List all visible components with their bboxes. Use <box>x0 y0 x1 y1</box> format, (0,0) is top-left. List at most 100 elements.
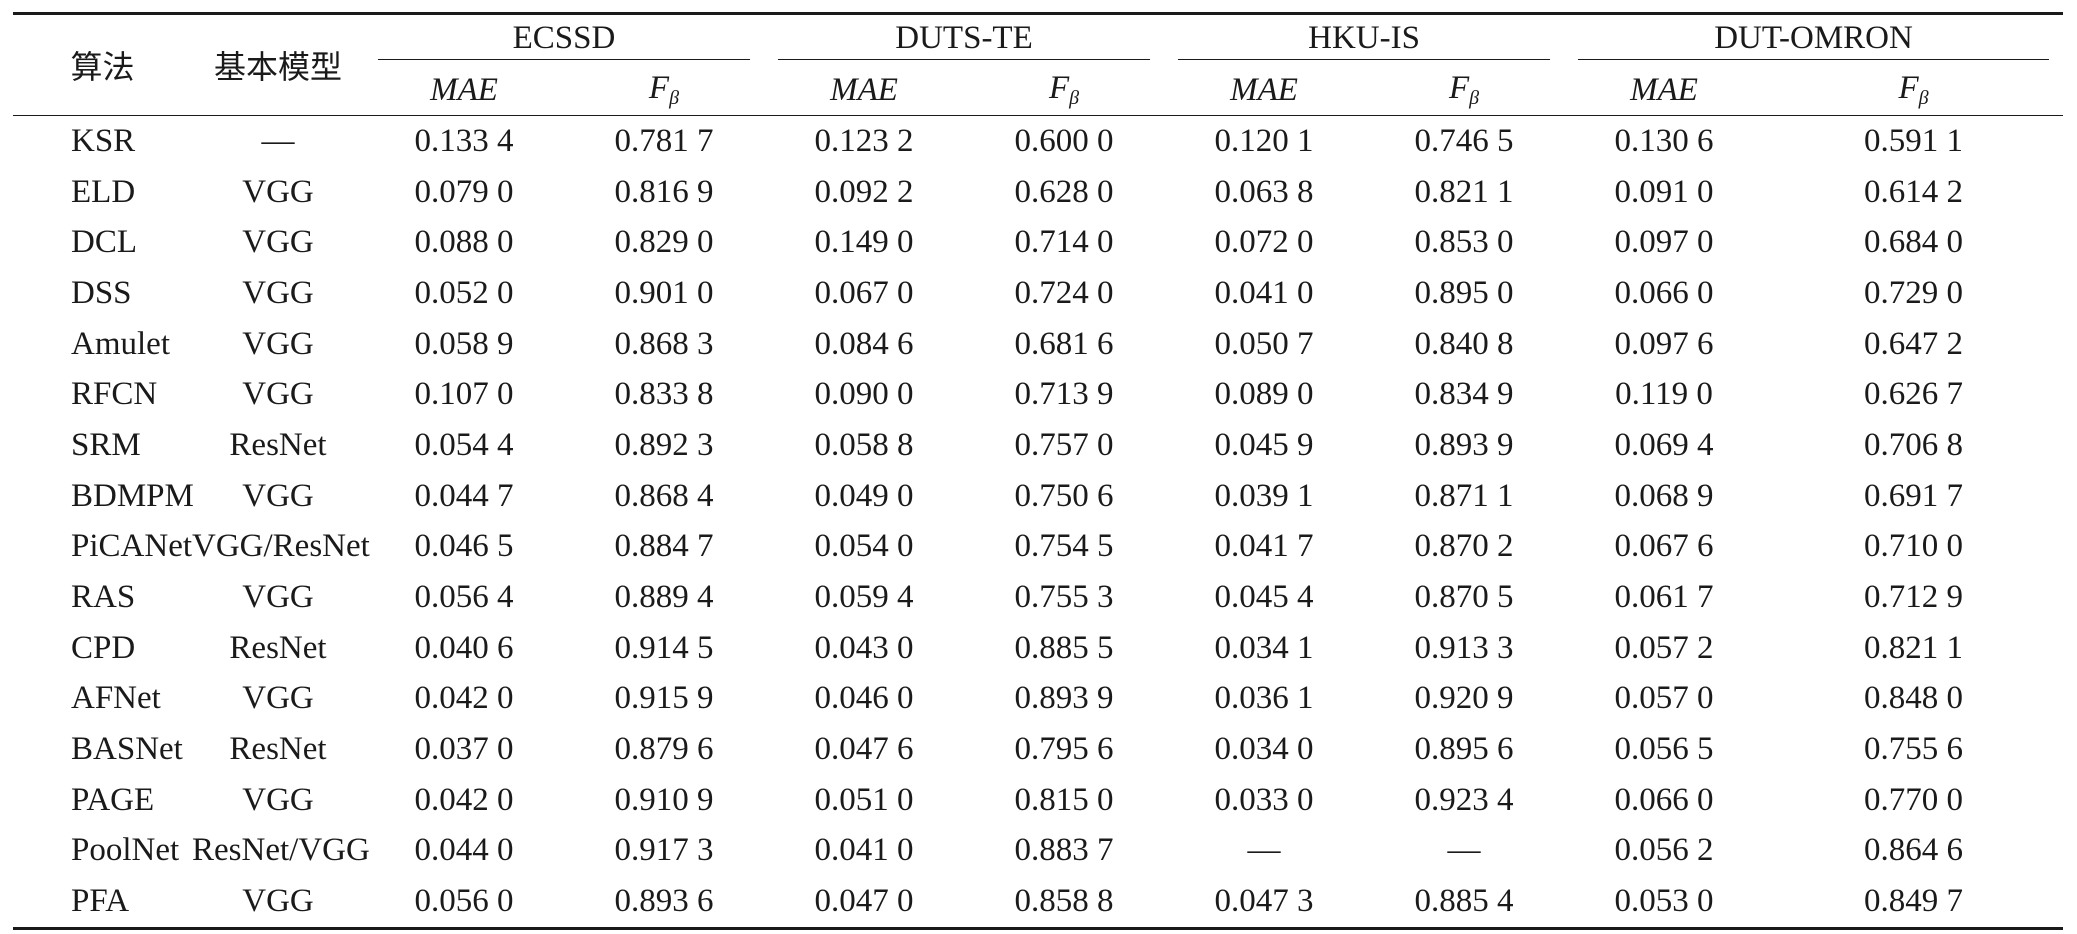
cell-base-model: — <box>261 122 295 159</box>
cell-f-value: 0.833 8 <box>614 376 714 413</box>
cell-mae-value: 0.033 0 <box>1214 781 1314 818</box>
cell-mae-value: 0.057 2 <box>1614 629 1714 666</box>
results-table: 算法 基本模型 ECSSD DUTS-TE HKU-IS DUT-OMRON M… <box>13 12 2064 930</box>
cell-f-value: 0.746 5 <box>1414 122 1514 159</box>
cell-mae-value: 0.036 1 <box>1214 680 1314 717</box>
metric-f-sub: β <box>1469 87 1480 109</box>
cell-f-value: 0.628 0 <box>1014 173 1114 210</box>
header-metric-f: Fβ <box>964 65 1164 116</box>
cell-base-model: VGG <box>242 224 314 261</box>
cell-mae-value: 0.041 0 <box>814 832 914 869</box>
cell-mae-value: 0.058 8 <box>814 426 914 463</box>
cell-f-value: 0.834 9 <box>1414 376 1514 413</box>
cell-algorithm: SRM <box>71 426 141 463</box>
cell-algorithm: AFNet <box>71 680 161 717</box>
cell-base-model: VGG <box>242 579 314 616</box>
cell-algorithm: Amulet <box>71 325 170 362</box>
cell-f-value: 0.913 3 <box>1414 629 1514 666</box>
cell-f-value: 0.895 6 <box>1414 731 1514 768</box>
cell-f-value: 0.848 0 <box>1864 680 1964 717</box>
cell-f-value: 0.870 5 <box>1414 579 1514 616</box>
cell-mae-value: 0.059 4 <box>814 579 914 616</box>
cell-f-value: 0.871 1 <box>1414 477 1514 514</box>
cell-f-value: 0.917 3 <box>614 832 714 869</box>
cell-mae-value: 0.120 1 <box>1214 122 1314 159</box>
cell-f-value: 0.915 9 <box>614 680 714 717</box>
header-dataset-dut-omron: DUT-OMRON <box>1564 14 2063 66</box>
table-row: RAS VGG 0.056 4 0.889 4 0.059 4 0.755 3 0.045 … <box>13 572 2063 623</box>
cell-f-value: 0.868 4 <box>614 477 714 514</box>
cell-f-value: 0.591 1 <box>1864 122 1964 159</box>
cell-f-value: 0.923 4 <box>1414 781 1514 818</box>
cell-mae-value: 0.039 1 <box>1214 477 1314 514</box>
dataset-label: HKU-IS <box>1308 20 1420 56</box>
cell-f-value: 0.893 9 <box>1414 426 1514 463</box>
cell-mae-value: 0.049 0 <box>814 477 914 514</box>
table-row: PiCANet VGG/ResNet 0.046 5 0.884 7 0.054 0 0.… <box>13 522 2063 573</box>
header-dataset-duts-te: DUTS-TE <box>764 14 1164 66</box>
cell-f-value: 0.795 6 <box>1014 731 1114 768</box>
cell-mae-value: 0.042 0 <box>414 781 514 818</box>
cell-mae-value: 0.034 1 <box>1214 629 1314 666</box>
cell-f-value: 0.840 8 <box>1414 325 1514 362</box>
group-rule <box>1178 59 1551 60</box>
table-row: BASNet ResNet 0.037 0 0.879 6 0.047 6 0.795 6… <box>13 724 2063 775</box>
metric-mae-label: MAE <box>1630 71 1698 108</box>
cell-mae-value: 0.054 4 <box>414 426 514 463</box>
cell-f-value: 0.884 7 <box>614 528 714 565</box>
cell-algorithm: RFCN <box>71 376 158 413</box>
table-body: KSR — 0.133 4 0.781 7 0.123 2 0.600 0 0.120 1 0… <box>13 116 2064 929</box>
cell-f-value: 0.600 0 <box>1014 122 1114 159</box>
cell-f-value: 0.821 1 <box>1414 173 1514 210</box>
cell-mae-value: 0.047 3 <box>1214 883 1314 920</box>
cell-mae-value: 0.054 0 <box>814 528 914 565</box>
cell-mae-value: 0.045 4 <box>1214 579 1314 616</box>
cell-base-model: ResNet <box>229 731 327 768</box>
metric-f-letter: F <box>1048 70 1070 106</box>
cell-mae-value: 0.053 0 <box>1614 883 1714 920</box>
cell-algorithm: DCL <box>71 224 137 261</box>
cell-mae-value: 0.043 0 <box>814 629 914 666</box>
cell-f-value: 0.770 0 <box>1864 781 1964 818</box>
cell-base-model: VGG <box>242 883 314 920</box>
cell-base-model: ResNet <box>229 629 327 666</box>
cell-mae-value: 0.041 0 <box>1214 274 1314 311</box>
cell-mae-value: 0.068 9 <box>1614 477 1714 514</box>
cell-mae-value: 0.041 7 <box>1214 528 1314 565</box>
cell-f-value: 0.821 1 <box>1864 629 1964 666</box>
cell-mae-value: 0.107 0 <box>414 376 514 413</box>
table-row: Amulet VGG 0.058 9 0.868 3 0.084 6 0.681 6 0.0… <box>13 319 2063 370</box>
cell-mae-value: 0.097 6 <box>1614 325 1714 362</box>
cell-f-value: 0.781 7 <box>614 122 714 159</box>
cell-mae-value: 0.061 7 <box>1614 579 1714 616</box>
cell-mae-value: 0.051 0 <box>814 781 914 818</box>
cell-f-value: 0.920 9 <box>1414 680 1514 717</box>
cell-f-value: 0.755 6 <box>1864 731 1964 768</box>
cell-mae-value: 0.067 6 <box>1614 528 1714 565</box>
group-rule <box>1578 59 2050 60</box>
cell-algorithm: BDMPM <box>71 477 194 514</box>
cell-mae-value: 0.042 0 <box>414 680 514 717</box>
header-base-model: 基本模型 <box>192 13 364 116</box>
cell-f-value: 0.883 7 <box>1014 832 1114 869</box>
cell-f-value: 0.868 3 <box>614 325 714 362</box>
cell-f-value: 0.626 7 <box>1864 376 1964 413</box>
header-dataset-hku-is: HKU-IS <box>1164 14 1564 66</box>
cell-mae-value: 0.057 0 <box>1614 680 1714 717</box>
cell-algorithm: DSS <box>71 274 132 311</box>
cell-f-value: 0.681 6 <box>1014 325 1114 362</box>
cell-f-value: 0.724 0 <box>1014 274 1114 311</box>
cell-mae-value: 0.092 2 <box>814 173 914 210</box>
table-row: RFCN VGG 0.107 0 0.833 8 0.090 0 0.713 9 0.089… <box>13 369 2063 420</box>
cell-f-value: 0.706 8 <box>1864 426 1964 463</box>
cell-f-value: 0.729 0 <box>1864 274 1964 311</box>
metric-f-letter: F <box>648 70 670 106</box>
header-metric-mae: MAE <box>1564 65 1764 116</box>
cell-mae-value: 0.130 6 <box>1614 122 1714 159</box>
cell-f-value: 0.691 7 <box>1864 477 1964 514</box>
cell-algorithm: PAGE <box>71 781 155 818</box>
cell-base-model: VGG <box>242 680 314 717</box>
header-metric-f: Fβ <box>1764 65 2063 116</box>
metric-f-label: Fβ <box>1449 70 1480 109</box>
metric-mae-label: MAE <box>830 71 898 108</box>
